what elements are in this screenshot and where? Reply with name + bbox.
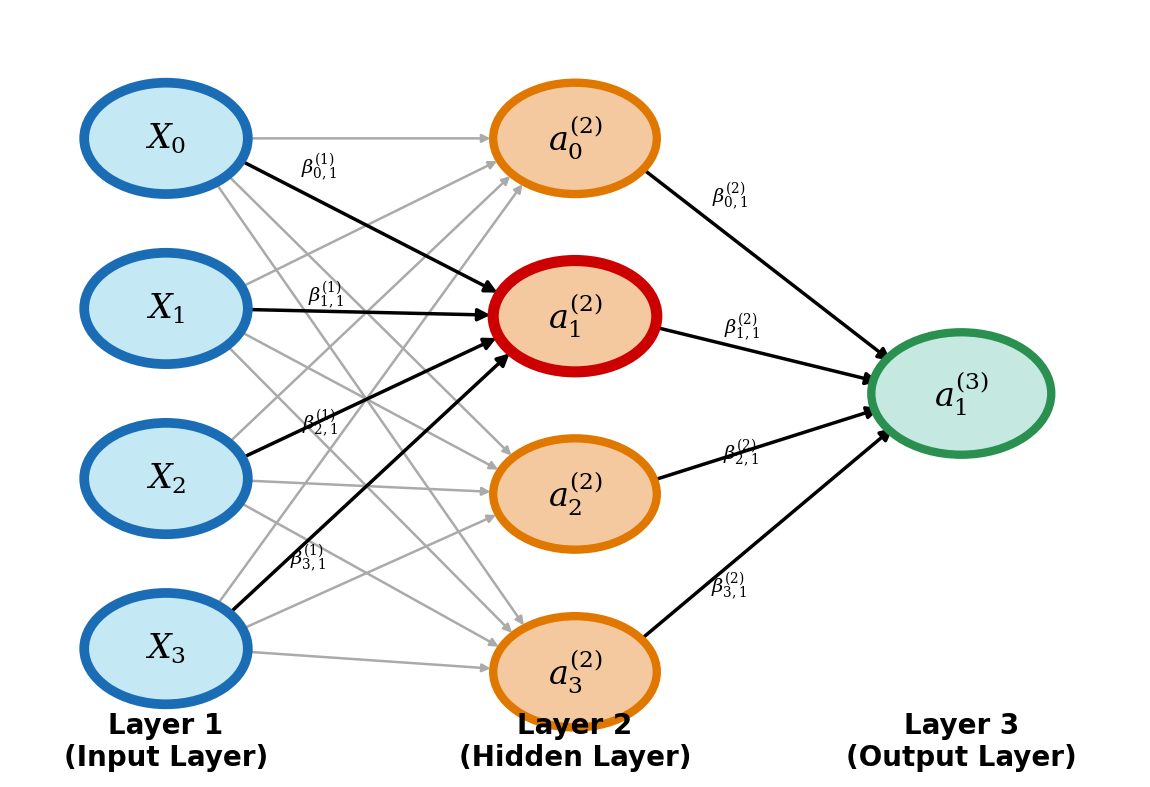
Ellipse shape (84, 83, 247, 194)
Text: $\beta_{2,1}^{(2)}$: $\beta_{2,1}^{(2)}$ (723, 438, 760, 469)
Text: $a_0^{(2)}$: $a_0^{(2)}$ (547, 114, 603, 162)
Ellipse shape (84, 253, 247, 364)
Text: $X_1$: $X_1$ (146, 291, 185, 326)
Ellipse shape (872, 332, 1051, 455)
Ellipse shape (493, 616, 657, 727)
Ellipse shape (493, 260, 657, 371)
Ellipse shape (493, 83, 657, 194)
Text: $\beta_{1,1}^{(2)}$: $\beta_{1,1}^{(2)}$ (724, 311, 760, 343)
Text: $X_3$: $X_3$ (146, 631, 186, 666)
Text: $\beta_{1,1}^{(1)}$: $\beta_{1,1}^{(1)}$ (308, 279, 345, 311)
Text: Layer 3
(Output Layer): Layer 3 (Output Layer) (846, 712, 1076, 772)
Text: Layer 1
(Input Layer): Layer 1 (Input Layer) (64, 712, 268, 772)
Text: $a_1^{(2)}$: $a_1^{(2)}$ (547, 292, 603, 340)
Text: Layer 2
(Hidden Layer): Layer 2 (Hidden Layer) (459, 712, 691, 772)
Text: $\beta_{2,1}^{(1)}$: $\beta_{2,1}^{(1)}$ (302, 407, 338, 439)
Ellipse shape (493, 438, 657, 549)
Text: $\beta_{0,1}^{(2)}$: $\beta_{0,1}^{(2)}$ (713, 180, 749, 212)
Text: $a_1^{(3)}$: $a_1^{(3)}$ (934, 369, 989, 418)
Text: $a_3^{(2)}$: $a_3^{(2)}$ (547, 648, 603, 696)
Text: $X_2$: $X_2$ (146, 461, 186, 496)
Ellipse shape (84, 593, 247, 704)
Text: $\beta_{3,1}^{(1)}$: $\beta_{3,1}^{(1)}$ (290, 542, 325, 574)
Text: $X_0$: $X_0$ (145, 121, 186, 156)
Ellipse shape (84, 423, 247, 534)
Text: $\beta_{0,1}^{(1)}$: $\beta_{0,1}^{(1)}$ (301, 150, 338, 183)
Text: $a_2^{(2)}$: $a_2^{(2)}$ (547, 470, 603, 518)
Text: $\beta_{3,1}^{(2)}$: $\beta_{3,1}^{(2)}$ (711, 570, 746, 602)
